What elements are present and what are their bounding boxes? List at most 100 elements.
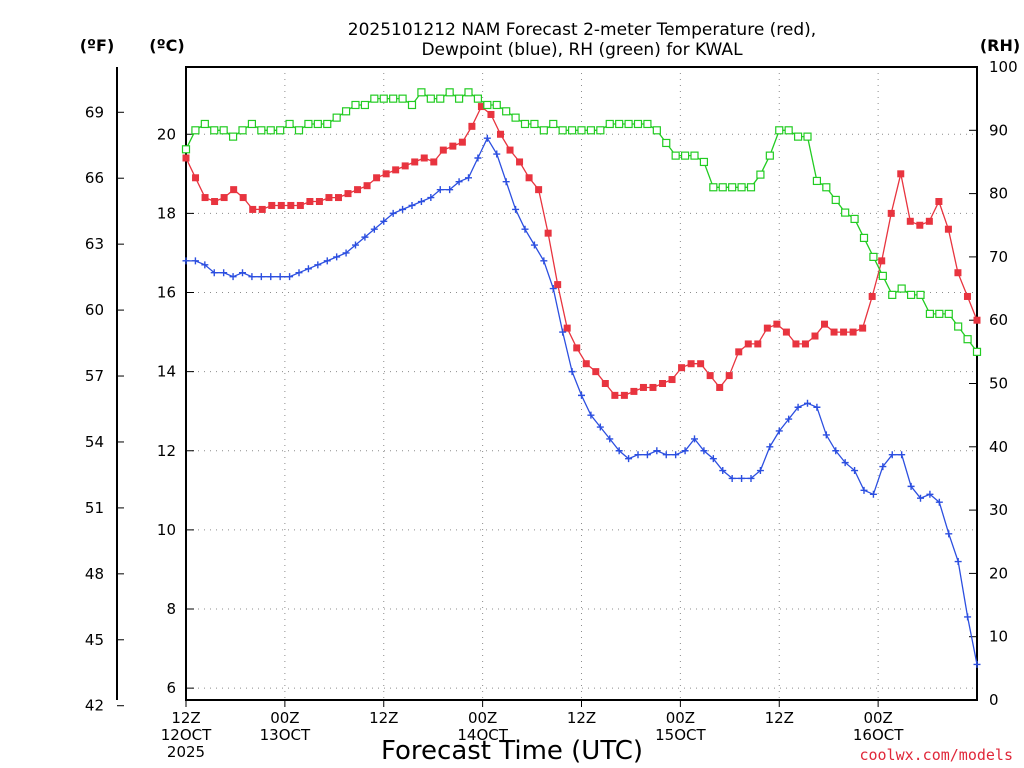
temperature-point bbox=[306, 198, 314, 206]
rh-point bbox=[558, 126, 567, 135]
rh-point bbox=[652, 126, 661, 135]
dewpoint-point bbox=[540, 257, 548, 265]
dewpoint-point bbox=[709, 455, 717, 463]
temperature-point bbox=[821, 320, 829, 328]
chart-title: 2025101212 NAM Forecast 2-meter Temperat… bbox=[348, 20, 816, 60]
temperature-point bbox=[535, 186, 543, 194]
temperature-point bbox=[544, 229, 552, 237]
temperature-point bbox=[801, 340, 809, 348]
temperature-point bbox=[411, 158, 419, 166]
temperature-point bbox=[611, 391, 619, 399]
rh-point bbox=[643, 119, 652, 129]
temperature-point bbox=[506, 146, 514, 154]
rh-point bbox=[577, 126, 586, 135]
rh-point bbox=[511, 113, 520, 122]
dewpoint-point bbox=[483, 134, 491, 142]
temperature-point bbox=[897, 170, 905, 178]
dewpoint-point bbox=[728, 474, 736, 482]
temperature-point bbox=[296, 201, 304, 209]
celsius-unit-label: (ºC) bbox=[149, 36, 184, 55]
celsius-tick-label: 18 bbox=[157, 204, 176, 222]
rh-point bbox=[266, 126, 275, 135]
rh-point bbox=[784, 126, 793, 135]
dewpoint-point bbox=[860, 486, 868, 494]
dewpoint-point bbox=[578, 391, 585, 399]
rh-point bbox=[841, 208, 850, 217]
dewpoint-point bbox=[879, 463, 887, 471]
temperature-point bbox=[382, 170, 390, 178]
dewpoint-point bbox=[898, 451, 906, 459]
dewpoint-point bbox=[747, 474, 755, 482]
dewpoint-point bbox=[832, 447, 840, 455]
dewpoint-point bbox=[964, 613, 972, 621]
temperature-point bbox=[678, 364, 686, 372]
dewpoint-point bbox=[851, 467, 859, 475]
dewpoint-point bbox=[568, 368, 576, 376]
rh-point bbox=[728, 183, 737, 192]
dewpoint-point bbox=[436, 186, 444, 194]
rh-point bbox=[709, 183, 718, 192]
temperature-point bbox=[773, 320, 781, 328]
x-tick-label: 12Z bbox=[567, 709, 596, 727]
dewpoint-point bbox=[785, 415, 793, 423]
dewpoint-point bbox=[342, 249, 350, 257]
temperature-point bbox=[477, 103, 485, 111]
credit-text: coolwx.com/models bbox=[859, 746, 1013, 764]
x-tick-label: 15OCT bbox=[655, 726, 706, 744]
rh-point bbox=[944, 309, 953, 318]
celsius-tick-label: 6 bbox=[166, 679, 176, 697]
temperature-point bbox=[430, 158, 438, 166]
fahrenheit-tick-label: 66 bbox=[85, 169, 104, 187]
dewpoint-point bbox=[502, 178, 510, 186]
fahrenheit-tick-label: 57 bbox=[85, 367, 104, 385]
rh-point bbox=[294, 126, 304, 135]
series-temperature bbox=[182, 103, 981, 399]
temperature-point bbox=[697, 360, 705, 368]
temperature-point bbox=[439, 146, 447, 154]
fahrenheit-unit-label: (ºF) bbox=[80, 36, 115, 55]
temperature-point bbox=[401, 162, 409, 170]
rh-tick-label: 100 bbox=[989, 58, 1018, 76]
dewpoint-point bbox=[945, 530, 953, 538]
rh-unit-label: (RH) bbox=[980, 36, 1020, 55]
dewpoint-point bbox=[719, 467, 727, 475]
temperature-line bbox=[185, 105, 978, 397]
temperature-point bbox=[363, 182, 371, 190]
rh-tick-label: 90 bbox=[989, 121, 1008, 139]
temperature-point bbox=[887, 209, 895, 217]
rh-point bbox=[313, 119, 322, 129]
dewpoint-point bbox=[643, 451, 651, 459]
rh-point bbox=[624, 119, 633, 129]
dewpoint-point bbox=[634, 451, 642, 459]
rh-point bbox=[954, 322, 963, 331]
rh-point bbox=[539, 126, 548, 135]
rh-point bbox=[436, 94, 445, 103]
temperature-point bbox=[315, 198, 323, 206]
x-tick-label: 00Z bbox=[863, 709, 892, 727]
rh-point bbox=[916, 290, 925, 299]
rh-point bbox=[906, 290, 916, 299]
rh-point bbox=[191, 126, 200, 135]
dewpoint-point bbox=[286, 273, 294, 281]
temperature-point bbox=[592, 368, 600, 376]
rh-point bbox=[812, 176, 822, 186]
rh-point bbox=[633, 119, 643, 129]
rh-point bbox=[454, 94, 464, 103]
chart-title-line2: Dewpoint (blue), RH (green) for KWAL bbox=[421, 40, 743, 60]
chart-title-line1: 2025101212 NAM Forecast 2-meter Temperat… bbox=[348, 20, 816, 40]
x-tick-label: 12Z bbox=[369, 709, 398, 727]
dewpoint-point bbox=[361, 233, 369, 241]
temperature-point bbox=[582, 360, 590, 368]
rh-point bbox=[247, 119, 257, 129]
x-tick-label: 12OCT bbox=[161, 726, 212, 744]
dewpoint-point bbox=[822, 431, 830, 439]
temperature-point bbox=[230, 186, 238, 194]
rh-point bbox=[662, 138, 671, 148]
rh-point bbox=[520, 119, 530, 129]
temperature-point bbox=[754, 340, 762, 348]
dewpoint-point bbox=[775, 427, 783, 435]
rh-tick-label: 40 bbox=[989, 438, 1008, 456]
rh-point bbox=[360, 100, 370, 110]
x-tick-label: 12Z bbox=[765, 709, 794, 727]
x-tick-label: 00Z bbox=[270, 709, 299, 727]
